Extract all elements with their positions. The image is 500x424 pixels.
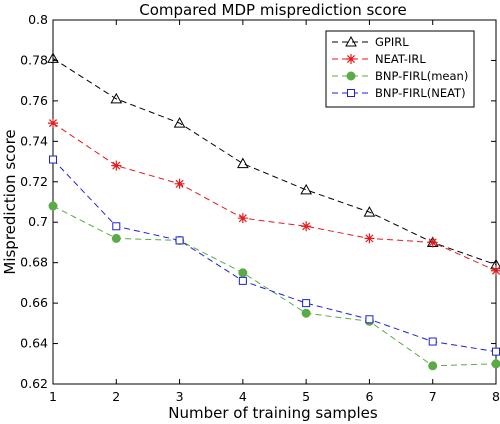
x-tick-label: 2 <box>112 389 120 404</box>
y-axis-label: Misprediction score <box>1 129 19 274</box>
data-point <box>174 178 185 189</box>
y-tick-label: 0.66 <box>20 295 48 310</box>
x-tick-label: 4 <box>239 389 247 404</box>
legend-label: GPIRL <box>375 35 409 49</box>
series-line <box>52 159 497 353</box>
x-tick-label: 7 <box>429 389 437 404</box>
data-point <box>363 206 376 217</box>
data-point <box>300 183 312 195</box>
data-point <box>428 361 438 371</box>
series-line <box>52 122 497 272</box>
y-tick-label: 0.74 <box>20 133 48 148</box>
data-point <box>427 237 438 248</box>
legend-marker <box>347 89 355 97</box>
legend: GPIRL NEAT-IRL BNP-FIRL(mean) BNP-FIRL(NEAT… <box>325 30 475 108</box>
axes: 1 2 3 4 5 6 7 8 0.62 0.64 0.66 0.68 0.7 0.72 0.74 0.76 0… <box>20 12 500 404</box>
legend-item: NEAT-IRL <box>332 52 426 66</box>
data-point <box>301 308 311 318</box>
series-NEAT-IRL <box>48 118 500 276</box>
data-point <box>238 268 248 278</box>
data-point <box>301 221 312 232</box>
data-point <box>492 347 500 356</box>
legend-marker <box>346 54 356 64</box>
legend-item: GPIRL <box>332 35 409 49</box>
legend-marker <box>346 71 356 81</box>
series-line <box>52 58 497 266</box>
y-tick-label: 0.72 <box>20 174 48 189</box>
legend-item: BNP-FIRL(NEAT) <box>332 86 466 100</box>
y-tick-label: 0.62 <box>20 376 48 391</box>
x-axis-label: Number of training samples <box>168 404 378 422</box>
data-point <box>173 117 186 128</box>
data-point <box>48 201 58 211</box>
legend-marker <box>345 35 357 47</box>
data-point <box>47 52 59 63</box>
legend-label: NEAT-IRL <box>375 52 426 66</box>
data-point <box>111 160 122 171</box>
data-point <box>365 315 374 324</box>
data-point <box>111 233 121 243</box>
series-layer <box>47 52 500 371</box>
legend-label: BNP-FIRL(mean) <box>375 69 468 83</box>
data-point <box>112 222 121 231</box>
x-tick-label: 5 <box>302 389 310 404</box>
data-point <box>175 236 184 245</box>
chart-title: Compared MDP misprediction score <box>139 1 407 19</box>
series-BNP-FIRL(NEAT) <box>49 155 500 356</box>
y-tick-label: 0.7 <box>28 214 48 229</box>
series-line <box>52 205 497 367</box>
x-tick-label: 3 <box>176 389 184 404</box>
y-tick-label: 0.76 <box>20 93 48 108</box>
x-tick-label: 8 <box>492 389 500 404</box>
data-point <box>48 118 58 129</box>
data-point <box>428 337 437 346</box>
data-point <box>491 265 500 276</box>
x-tick-label: 1 <box>49 389 57 404</box>
data-point <box>364 233 375 244</box>
data-point <box>49 155 57 164</box>
y-tick-label: 0.68 <box>20 255 48 270</box>
data-point <box>238 276 247 285</box>
y-tick-label: 0.78 <box>20 52 48 67</box>
legend-label: BNP-FIRL(NEAT) <box>375 86 466 100</box>
data-point <box>491 359 500 369</box>
legend-item: BNP-FIRL(mean) <box>332 69 468 83</box>
data-point <box>110 92 123 104</box>
data-point <box>302 299 311 308</box>
x-tick-label: 6 <box>365 389 373 404</box>
data-point <box>237 157 249 169</box>
y-tick-label: 0.8 <box>28 12 48 27</box>
y-tick-label: 0.64 <box>20 336 48 351</box>
data-point <box>237 213 248 224</box>
